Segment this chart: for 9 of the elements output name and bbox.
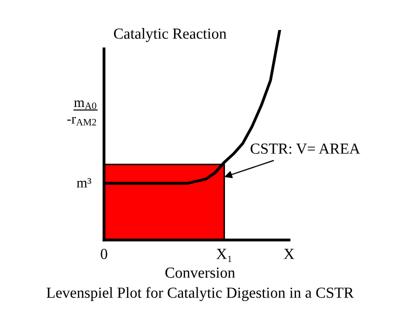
x-tick-label: X₁: [216, 248, 232, 262]
x-axis-title: Conversion: [165, 268, 235, 278]
text: Levenspiel Plot for Catalytic Digestion in a CSTR: [46, 286, 354, 302]
text: m$_{A0}$ -r$_{AM2}$: [67, 100, 96, 126]
chart-title: Catalytic Reaction: [114, 28, 226, 42]
x-tick-label: X: [284, 248, 294, 259]
x-tick-label: 0: [100, 248, 108, 260]
annotation: CSTR: V= AREA: [250, 144, 360, 154]
text: m³: [76, 178, 92, 188]
